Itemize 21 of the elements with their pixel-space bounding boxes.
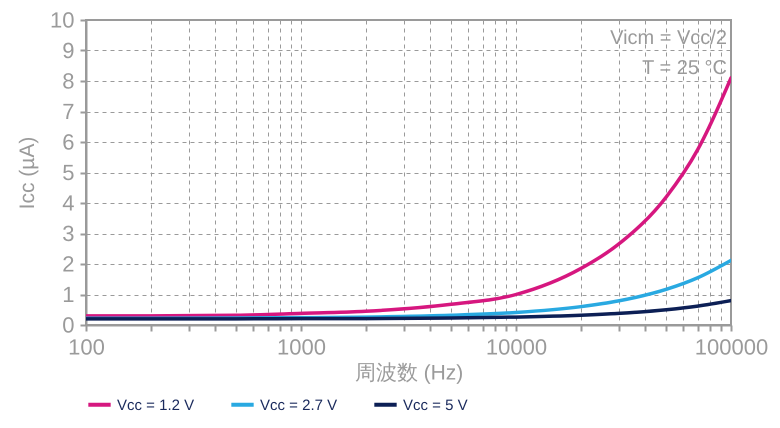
y-tick-label: 7 [62,99,74,124]
x-tick-label: 1000 [277,334,326,360]
legend-label: Vcc = 1.2 V [117,396,194,414]
legend-label: Vcc = 2.7 V [260,396,338,414]
x-tick-label: 100 [68,334,105,360]
x-tick-label: 10000 [486,334,548,360]
y-tick-label: 8 [62,68,74,94]
y-tick-label: 3 [62,221,74,246]
x-axis-title: 周波数 (Hz) [354,362,464,384]
y-tick-label: 2 [62,252,74,276]
y-axis-title: Icc (µA) [16,136,40,210]
y-tick-label: 1 [62,282,74,307]
y-tick-label: 4 [62,190,74,216]
y-tick-label: 10 [50,8,74,32]
y-tick-label: 6 [62,130,74,154]
annotation: Vicm = Vcc/2 [610,27,727,49]
legend-label: Vcc = 5 V [403,396,468,414]
y-tick-label: 0 [62,312,74,338]
y-tick-label: 9 [62,38,74,63]
y-tick-label: 5 [62,160,74,185]
x-tick-label: 100000 [694,334,768,360]
